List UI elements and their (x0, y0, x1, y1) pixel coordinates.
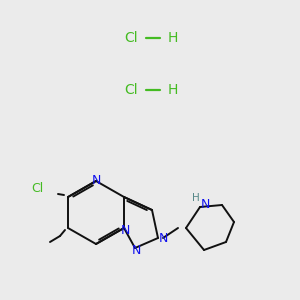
Text: H: H (168, 31, 178, 45)
Text: Cl: Cl (124, 83, 138, 97)
Text: N: N (91, 175, 101, 188)
Text: N: N (120, 224, 130, 236)
Text: H: H (168, 83, 178, 97)
Text: H: H (192, 193, 200, 203)
Text: Cl: Cl (124, 31, 138, 45)
Text: Cl: Cl (32, 182, 44, 196)
Text: N: N (158, 232, 168, 245)
Text: N: N (131, 244, 141, 257)
Text: N: N (200, 199, 210, 212)
